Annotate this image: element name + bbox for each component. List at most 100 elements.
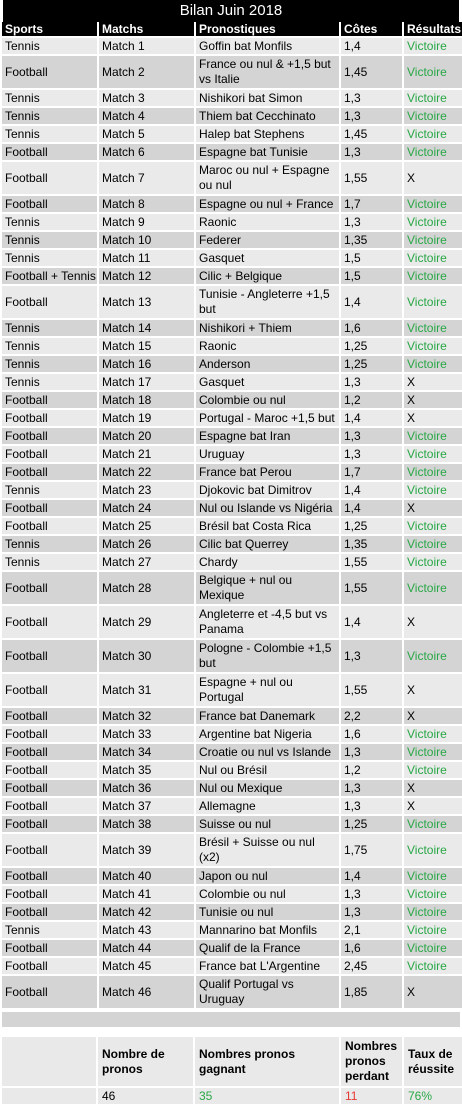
spacer — [0, 1027, 462, 1035]
prono-cell: France bat Danemark — [196, 708, 339, 724]
table-row: Tennis Match 14 Nishikori + Thiem 1,6 Victoi… — [2, 320, 462, 336]
summary-blank-cell — [2, 1037, 96, 1086]
result-cell: Victoire — [404, 868, 462, 884]
summary-rate-value: 76% — [404, 1088, 462, 1104]
prono-cell: Halep bat Stephens — [196, 126, 339, 142]
header-pronostiques: Pronostiques — [196, 22, 339, 36]
table-row: Tennis Match 17 Gasquet 1,3 X — [2, 374, 462, 390]
sport-cell: Football — [2, 572, 97, 604]
match-cell: Match 42 — [99, 904, 194, 920]
table-row: Football Match 33 Argentine bat Nigeria 1,6… — [2, 726, 462, 742]
prono-cell: Maroc ou nul + Espagne ou nul — [196, 162, 339, 194]
result-cell: X — [404, 976, 462, 1008]
sport-cell: Football — [2, 780, 97, 796]
cote-cell: 1,3 — [341, 428, 402, 444]
sport-cell: Tennis — [2, 536, 97, 552]
prono-cell: Japon ou nul — [196, 868, 339, 884]
table-row: Football Match 45 France bat L'Argentine 2,… — [2, 958, 462, 974]
cote-cell: 1,55 — [341, 162, 402, 194]
summary-blank-value — [2, 1088, 96, 1104]
sport-cell: Tennis — [2, 922, 97, 938]
prono-cell: Croatie ou nul vs Islande — [196, 744, 339, 760]
match-cell: Match 13 — [99, 286, 194, 318]
match-cell: Match 1 — [99, 38, 194, 54]
match-cell: Match 46 — [99, 976, 194, 1008]
table-row: Football Match 8 Espagne ou nul + France 1,… — [2, 196, 462, 212]
result-cell: Victoire — [404, 536, 462, 552]
table-row: Football Match 34 Croatie ou nul vs Island… — [2, 744, 462, 760]
result-cell: Victoire — [404, 726, 462, 742]
match-cell: Match 4 — [99, 108, 194, 124]
cote-cell: 1,4 — [341, 410, 402, 426]
cote-cell: 1,2 — [341, 762, 402, 778]
prono-cell: Tunisie ou nul — [196, 904, 339, 920]
table-row: Football Match 37 Allemagne 1,3 X — [2, 798, 462, 814]
match-cell: Match 24 — [99, 500, 194, 516]
table-row: Tennis Match 5 Halep bat Stephens 1,45 Victo… — [2, 126, 462, 142]
match-cell: Match 41 — [99, 886, 194, 902]
table-row: Football + Tennis Match 12 Cilic + Belgiqu… — [2, 268, 462, 284]
result-cell: X — [404, 606, 462, 638]
results-table: Sports Matchs Pronostiques Côtes Résulta… — [0, 20, 462, 1010]
table-row: Tennis Match 23 Djokovic bat Dimitrov 1,4 Vi… — [2, 482, 462, 498]
sport-cell: Tennis — [2, 320, 97, 336]
match-cell: Match 22 — [99, 464, 194, 480]
sport-cell: Football — [2, 940, 97, 956]
cote-cell: 2,1 — [341, 922, 402, 938]
prono-cell: Angleterre et -4,5 but vs Panama — [196, 606, 339, 638]
summary-header-row: Nombre de pronos Nombres pronos gagnant … — [2, 1037, 462, 1086]
result-cell: Victoire — [404, 816, 462, 832]
prono-cell: Brésil + Suisse ou nul (x2) — [196, 834, 339, 866]
sport-cell: Football — [2, 674, 97, 706]
summary-lost-value: 11 — [341, 1088, 402, 1104]
sport-cell: Tennis — [2, 374, 97, 390]
result-cell: Victoire — [404, 356, 462, 372]
result-cell: X — [404, 374, 462, 390]
cote-cell: 1,4 — [341, 38, 402, 54]
result-cell: Victoire — [404, 144, 462, 160]
prono-cell: France ou nul & +1,5 but vs Italie — [196, 56, 339, 88]
sport-cell: Football — [2, 868, 97, 884]
prono-cell: Mannarino bat Monfils — [196, 922, 339, 938]
result-cell: Victoire — [404, 338, 462, 354]
sport-cell: Football — [2, 726, 97, 742]
table-row: Football Match 46 Qualif Portugal vs Urugu… — [2, 976, 462, 1008]
sport-cell: Tennis — [2, 356, 97, 372]
cote-cell: 1,55 — [341, 554, 402, 570]
result-cell: X — [404, 162, 462, 194]
cote-cell: 1,3 — [341, 798, 402, 814]
sport-cell: Football — [2, 976, 97, 1008]
header-resultats: Résultats — [404, 22, 462, 36]
table-row: Football Match 44 Qualif de la France 1,6 Vi… — [2, 940, 462, 956]
result-cell: Victoire — [404, 904, 462, 920]
result-cell: Victoire — [404, 834, 462, 866]
result-cell: Victoire — [404, 428, 462, 444]
table-row: Tennis Match 11 Gasquet 1,5 Victoire — [2, 250, 462, 266]
result-cell: Victoire — [404, 958, 462, 974]
result-cell: Victoire — [404, 268, 462, 284]
result-cell: Victoire — [404, 464, 462, 480]
sport-cell: Football — [2, 56, 97, 88]
result-cell: X — [404, 708, 462, 724]
cote-cell: 1,45 — [341, 126, 402, 142]
prono-cell: Allemagne — [196, 798, 339, 814]
table-row: Football Match 20 Espagne bat Iran 1,3 Victo… — [2, 428, 462, 444]
match-cell: Match 43 — [99, 922, 194, 938]
prono-cell: Portugal - Maroc +1,5 but — [196, 410, 339, 426]
table-row: Football Match 21 Uruguay 1,3 Victoire — [2, 446, 462, 462]
cote-cell: 1,35 — [341, 232, 402, 248]
result-cell: Victoire — [404, 940, 462, 956]
cote-cell: 1,3 — [341, 780, 402, 796]
match-cell: Match 15 — [99, 338, 194, 354]
prono-cell: Nishikori bat Simon — [196, 90, 339, 106]
match-cell: Match 40 — [99, 868, 194, 884]
match-cell: Match 12 — [99, 268, 194, 284]
prono-cell: Raonic — [196, 338, 339, 354]
sport-cell: Football — [2, 816, 97, 832]
prono-cell: Nul ou Mexique — [196, 780, 339, 796]
cote-cell: 1,6 — [341, 726, 402, 742]
sport-cell: Tennis — [2, 338, 97, 354]
table-row: Tennis Match 9 Raonic 1,3 Victoire — [2, 214, 462, 230]
result-cell: X — [404, 500, 462, 516]
cote-cell: 1,35 — [341, 536, 402, 552]
